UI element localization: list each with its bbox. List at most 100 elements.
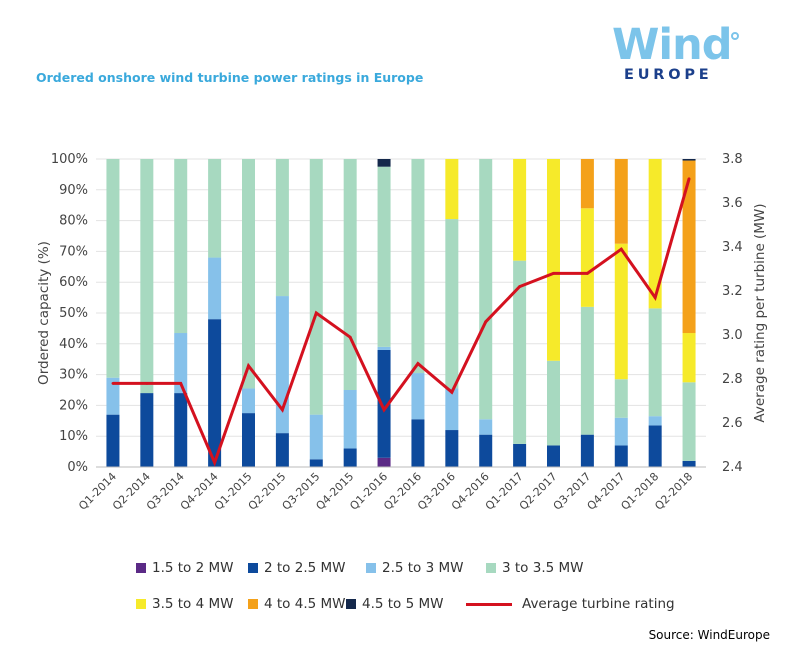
bar-segment [377,166,391,347]
y-tick-label: 100% [51,152,88,167]
bar-segment [275,433,289,467]
bar-segment [547,159,560,361]
legend-swatch [248,599,258,609]
bar-segment [174,333,188,394]
y-tick-label: 0% [67,460,88,475]
legend-item: 4 to 4.5 MW [248,596,345,612]
bar-segment [208,319,222,467]
logo-word: Wind [612,20,733,70]
legend-item: Average turbine rating [466,596,675,612]
legend-swatch [486,563,496,573]
line-point [280,408,284,412]
line-point [585,272,589,275]
bar-segment [309,414,323,460]
bar-segment [445,430,459,467]
bar-segment [682,333,696,383]
bar-segment [614,417,628,446]
bar-segment [614,445,628,467]
bar-segment [513,260,527,444]
bar-segment [275,296,289,434]
bar-segment [343,448,357,467]
bar-segment [445,219,459,389]
bar-segment [242,388,255,414]
legend-item: 2 to 2.5 MW [248,560,345,576]
legend-label: 2 to 2.5 MW [264,560,346,576]
line-point [619,247,623,251]
legend-swatch [248,563,258,573]
bar-segment [513,159,527,261]
line-point [450,390,454,394]
y2-tick-label: 3.0 [722,328,743,343]
legend-item: 4.5 to 5 MW [346,596,443,612]
bar-segment [208,257,222,320]
bar-segment [614,243,628,380]
legend-label: 4 to 4.5 MW [264,596,346,612]
bar-segment [648,159,662,309]
bar-segment [580,208,594,307]
line-point [552,272,555,275]
bar-segment [140,159,154,394]
bar-segment [513,443,527,467]
y-tick-label: 70% [59,244,88,259]
bar-segment [682,160,696,334]
legend-item: 1.5 to 2 MW [136,560,233,576]
bar-segment [580,159,594,209]
line-point [145,382,149,385]
bar-segment [377,349,391,458]
bar-segment [275,159,289,297]
bar-segment [343,390,357,449]
y-tick-label: 30% [59,368,88,383]
y-tick-label: 90% [59,183,88,198]
y-tick-label: 60% [59,275,88,290]
bar-segment [411,373,425,420]
y-axis-label: Ordered capacity (%) [36,241,52,385]
y-tick-label: 40% [59,337,88,352]
logo-dot-icon [731,32,739,40]
legend-label: 3 to 3.5 MW [502,560,584,576]
line-point [213,461,217,464]
bar-segment [648,308,662,417]
bar-segment [648,416,662,426]
legend-label: 2.5 to 3 MW [382,560,464,576]
legend-label: 4.5 to 5 MW [362,596,444,612]
bar-segment [140,393,154,467]
bar-segment [208,159,222,258]
legend-swatch [136,563,146,573]
bar-segment [479,159,493,420]
stacked-bar-chart: 0% 10% 20% 30% 40% 50% 60% 70% 80% 90% 100% 2.4 2.6 2… [36,152,768,513]
bar-segment [614,379,628,418]
legend-label: Average turbine rating [522,596,675,612]
chart-title: Ordered onshore wind turbine power ratin… [36,70,424,85]
line-point [247,364,250,368]
line-point [518,285,522,288]
y2-tick-label: 2.4 [722,460,743,475]
bar-segment [547,360,560,446]
legend-item: 3.5 to 4 MW [136,596,233,612]
bar-segment [445,388,459,431]
legend-item: 2.5 to 3 MW [366,560,463,576]
legend-swatch [366,563,376,573]
bar-segment [309,459,323,467]
bar-segment [377,457,391,467]
average-rating-line [112,178,691,467]
bar-segment [479,419,493,435]
bar-segment [377,159,391,167]
y-tick-label: 80% [59,214,88,229]
y-tick-label: 10% [59,429,88,444]
windeurope-logo: Wind EUROPE [612,20,752,86]
line-point [687,177,691,181]
bar-segment [614,159,628,244]
legend-item: 3 to 3.5 MW [486,560,583,576]
bar-segment [682,382,696,461]
bar-segment [445,159,459,220]
logo-subtitle: EUROPE [624,67,713,83]
bar-segment [242,413,255,467]
source-note: Source: WindEurope [648,628,770,642]
bar-segment [343,159,357,390]
bar-segment [309,159,323,415]
bar-segment [174,159,188,334]
bar-segment [411,159,425,374]
bar-segment [377,346,391,350]
line-point [484,320,488,324]
y2-tick-label: 2.6 [722,416,743,431]
